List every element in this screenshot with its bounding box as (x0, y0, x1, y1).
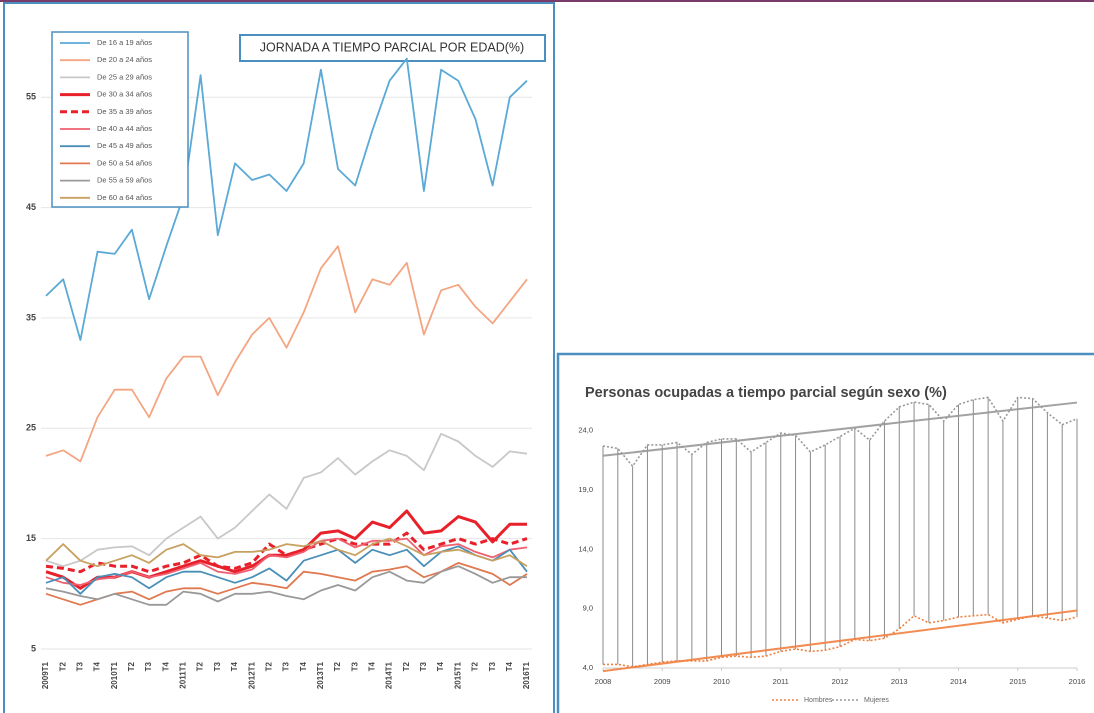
y-tick-label: 35 (26, 312, 36, 322)
y-tick-label: 5 (31, 643, 36, 653)
series-line (45, 565, 527, 606)
x-tick-label: 2015T1 (453, 661, 462, 689)
x-tick-label: T3 (213, 661, 222, 671)
x-tick-label: T2 (333, 661, 342, 671)
chart-title: Personas ocupadas a tiempo parcial según… (585, 385, 947, 401)
x-tick-label: T3 (488, 661, 497, 671)
x-tick-label: T4 (436, 661, 445, 671)
legend-label: Hombres (804, 697, 833, 704)
x-tick-label: T2 (127, 661, 136, 671)
x-tick-label: T2 (471, 661, 480, 671)
x-tick-label: T3 (350, 661, 359, 671)
legend-label: De 45 a 49 años (97, 141, 152, 150)
series-line (45, 245, 528, 463)
x-tick-label: 2011T1 (179, 661, 188, 688)
x-tick-label: 2013T1 (316, 661, 325, 689)
y-tick-label: 4,0 (583, 663, 593, 672)
x-tick-label: T4 (368, 661, 377, 671)
legend-label: De 40 a 44 años (97, 124, 152, 133)
x-tick-label: T3 (419, 661, 428, 671)
legend-label: De 55 a 59 años (97, 176, 152, 185)
x-tick-label: 2013 (891, 677, 908, 686)
x-tick-label: T2 (196, 661, 205, 671)
y-tick-label: 15 (26, 533, 36, 543)
x-tick-label: 2009T1 (41, 661, 50, 689)
x-tick-label: 2011 (773, 677, 789, 686)
x-tick-label: 2016 (1069, 677, 1086, 686)
y-tick-label: 19,0 (578, 485, 593, 494)
left-panel (3, 2, 555, 713)
legend-label: De 30 a 34 años (97, 90, 152, 99)
series-line (45, 531, 528, 574)
title-box (239, 34, 546, 62)
y-tick-label: 24,0 (578, 426, 593, 435)
x-tick-label: T3 (282, 661, 291, 671)
series-line (45, 562, 528, 606)
y-tick-label: 9,0 (583, 604, 593, 613)
legend-label: De 60 a 64 años (97, 193, 152, 202)
y-tick-label: 45 (26, 202, 36, 212)
trend-line (602, 401, 1078, 457)
x-tick-label: 2012 (832, 677, 849, 686)
x-tick-label: 2010 (713, 677, 730, 686)
x-tick-label: 2014T1 (385, 661, 394, 689)
chart-title: JORNADA A TIEMPO PARCIAL POR EDAD(%) (260, 40, 524, 54)
x-tick-label: T4 (299, 661, 308, 671)
x-tick-label: 2009 (654, 677, 671, 686)
x-tick-label: 2010T1 (110, 661, 119, 689)
x-tick-label: T3 (75, 661, 84, 671)
x-tick-label: 2015 (1009, 677, 1026, 686)
legend-label: De 50 a 54 años (97, 158, 152, 167)
series-line (45, 545, 528, 595)
series-line (45, 432, 528, 568)
x-tick-label: T4 (230, 661, 239, 671)
x-tick-label: T4 (93, 661, 102, 671)
x-tick-label: 2012T1 (247, 661, 256, 689)
x-tick-label: T4 (505, 661, 514, 671)
legend-label: De 16 a 19 años (97, 38, 152, 47)
right-panel (556, 352, 1094, 713)
y-tick-label: 55 (26, 92, 36, 102)
legend-label: De 25 a 29 años (97, 72, 152, 81)
legend-box (51, 31, 189, 208)
x-tick-label: 2008 (595, 677, 612, 686)
chart-age: 5 15 25 35 45 55 2009T1 T2 T3 T4 2010T1 T2 T3 T4 2011T… (26, 31, 532, 689)
x-tick-label: T3 (144, 661, 153, 671)
series-line (45, 537, 528, 568)
x-tick-label: T2 (264, 661, 273, 671)
legend-label: Mujeres (864, 697, 889, 704)
x-tick-label: 2016T1 (522, 661, 531, 689)
y-tick-label: 14,0 (578, 544, 593, 553)
legend-label: De 35 a 39 años (97, 107, 152, 116)
series-line (45, 57, 528, 341)
x-tick-label: T2 (402, 661, 411, 671)
x-tick-label: 2014 (950, 677, 967, 686)
chart-sex: 4,0 9,0 14,0 19,0 24,0 2008 2009 2010 2011 2012 20… (578, 396, 1086, 704)
series-line (45, 537, 528, 586)
y-tick-label: 25 (26, 423, 36, 433)
x-tick-label: T2 (58, 661, 67, 671)
trend-line (602, 609, 1078, 673)
x-tick-label: T4 (161, 661, 170, 671)
legend-label: De 20 a 24 años (97, 55, 152, 64)
